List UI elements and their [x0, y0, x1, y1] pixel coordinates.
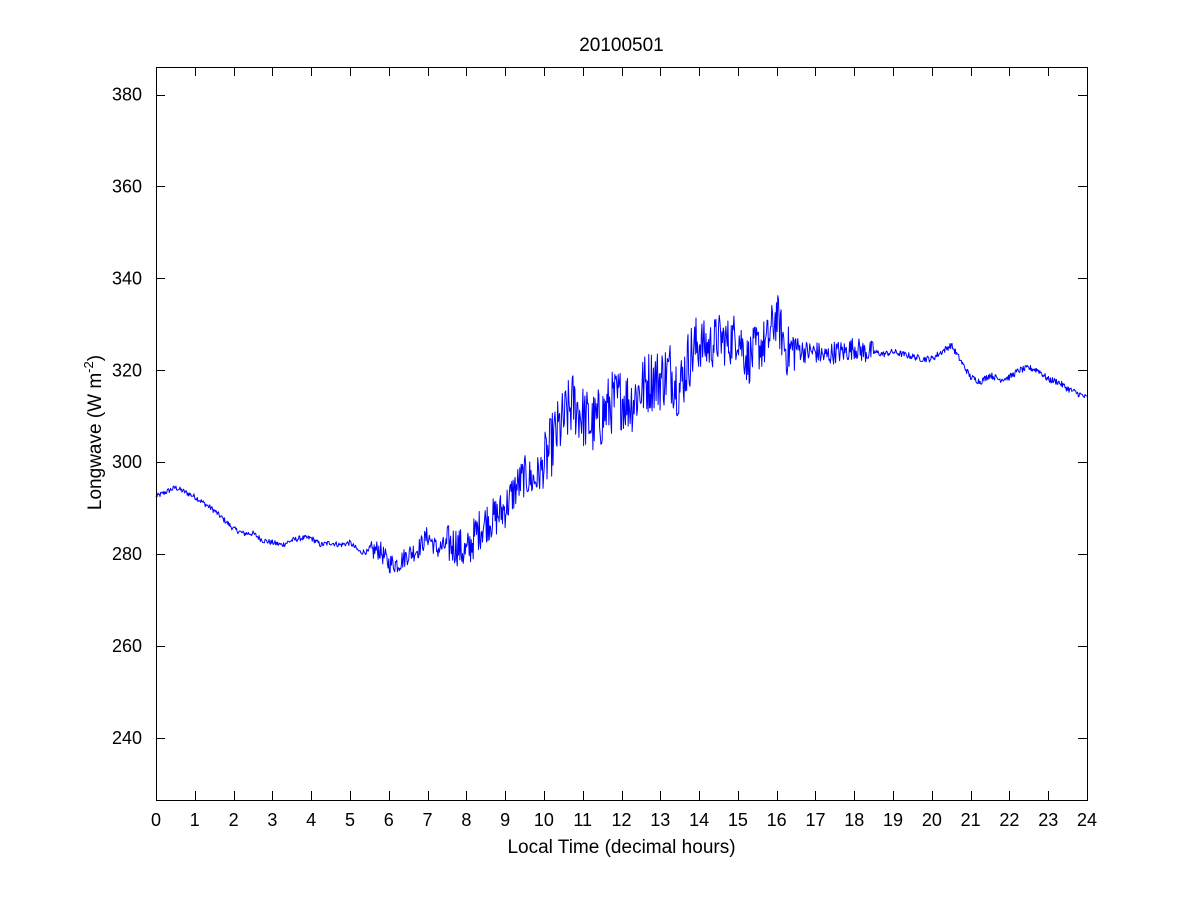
y-axis-title-close: )	[85, 355, 106, 361]
x-tick-label: 8	[461, 810, 471, 830]
y-tick-label: 280	[112, 544, 142, 564]
x-tick-label: 10	[534, 810, 554, 830]
x-tick-label: 16	[767, 810, 787, 830]
x-tick-label: 4	[306, 810, 316, 830]
x-tick-label: 18	[844, 810, 864, 830]
plot-area	[156, 67, 1087, 800]
y-axis-title: Longwave (W m-2)	[81, 355, 106, 510]
y-tick-label: 260	[112, 636, 142, 656]
y-axis-title-superscript: -2	[81, 361, 96, 373]
series-layer	[155, 295, 1088, 574]
plot-frame	[156, 67, 1088, 801]
y-axis-title-main: Longwave (W m	[85, 373, 106, 510]
y-tick-label: 300	[112, 452, 142, 472]
x-tick-label: 12	[611, 810, 631, 830]
y-tick-label: 320	[112, 360, 142, 380]
x-tick-label: 19	[883, 810, 903, 830]
x-tick-label: 0	[151, 810, 161, 830]
x-tick-label: 5	[345, 810, 355, 830]
x-tick-label: 7	[423, 810, 433, 830]
x-tick-label: 24	[1077, 810, 1097, 830]
x-tick-label: 6	[384, 810, 394, 830]
x-tick-label: 2	[229, 810, 239, 830]
x-tick-label: 3	[267, 810, 277, 830]
x-tick-label: 1	[190, 810, 200, 830]
y-tick-label: 340	[112, 268, 142, 288]
x-axis-title: Local Time (decimal hours)	[507, 837, 735, 858]
y-tick-label: 380	[112, 85, 142, 105]
x-tick-label: 22	[999, 810, 1019, 830]
series-line	[155, 295, 1088, 574]
x-tick-label: 15	[728, 810, 748, 830]
tick-labels: 0 1 2 3 4 5 6 7 8 9 10 11 12 13 14 15 16 17 18 19 20 21 22 23 24…	[112, 85, 1097, 830]
chart-title: 20100501	[579, 35, 664, 56]
y-tick-label: 240	[112, 728, 142, 748]
axis-ticks	[156, 67, 1088, 800]
x-tick-label: 9	[500, 810, 510, 830]
y-tick-label: 360	[112, 176, 142, 196]
x-tick-label: 11	[573, 810, 592, 830]
x-tick-label: 17	[805, 810, 825, 830]
x-tick-label: 23	[1038, 810, 1058, 830]
x-tick-label: 20	[922, 810, 942, 830]
x-tick-label: 13	[650, 810, 670, 830]
x-tick-label: 14	[689, 810, 709, 830]
x-tick-label: 21	[961, 810, 981, 830]
